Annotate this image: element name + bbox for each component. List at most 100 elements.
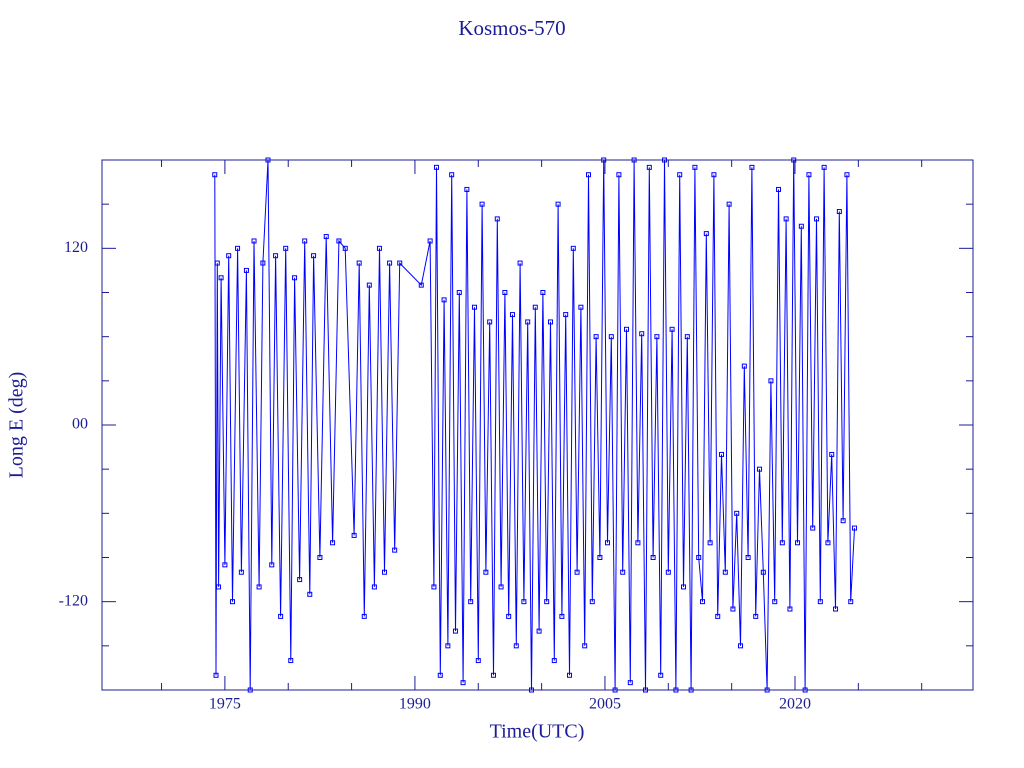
data-point — [681, 584, 687, 590]
y-axis-label: Long E (deg) — [6, 372, 28, 479]
data-point — [323, 234, 329, 240]
data-point — [589, 599, 595, 605]
data-point — [361, 613, 367, 619]
data-point — [563, 312, 569, 318]
data-point — [741, 363, 747, 369]
data-point — [726, 201, 732, 207]
data-point — [317, 555, 323, 560]
data-point — [604, 540, 610, 546]
data-point — [214, 260, 220, 266]
data-point — [487, 319, 493, 325]
data-point — [715, 613, 721, 619]
data-point — [517, 260, 523, 266]
data-point — [498, 584, 504, 590]
data-point — [745, 555, 751, 560]
data-point — [307, 591, 313, 597]
data-point — [490, 672, 496, 678]
data-point — [283, 245, 289, 251]
data-point — [730, 606, 736, 612]
data-point — [471, 304, 477, 310]
data-point — [852, 525, 858, 531]
data-point — [817, 599, 823, 605]
data-point — [292, 275, 298, 281]
data-point — [269, 562, 275, 568]
data-point — [464, 186, 470, 192]
data-point — [509, 312, 515, 318]
data-point — [479, 201, 485, 207]
data-point — [547, 319, 553, 325]
data-point — [779, 540, 785, 546]
data-point — [427, 238, 433, 244]
data-point — [502, 290, 508, 295]
data-point — [566, 672, 572, 678]
data-point — [371, 584, 377, 590]
x-tick-label: 2020 — [779, 696, 811, 713]
data-line — [214, 159, 855, 691]
data-point — [806, 172, 812, 178]
data-point — [582, 643, 588, 649]
data-point — [593, 334, 599, 340]
data-point — [696, 555, 702, 560]
data-point — [456, 290, 462, 295]
data-point — [821, 164, 827, 170]
data-point — [494, 216, 500, 222]
data-point — [658, 672, 664, 678]
data-point — [376, 245, 382, 251]
data-point — [783, 216, 789, 222]
data-point — [278, 613, 284, 619]
data-point — [620, 569, 626, 575]
data-point — [445, 643, 451, 649]
data-point — [669, 326, 675, 332]
data-point — [218, 275, 224, 281]
data-point — [330, 540, 336, 546]
data-point — [665, 569, 671, 575]
data-point — [540, 290, 546, 295]
data-point — [387, 260, 393, 266]
data-point — [677, 172, 683, 178]
y-tick-label: 00 — [72, 416, 88, 433]
data-point — [734, 510, 740, 516]
data-point — [382, 569, 388, 575]
data-point — [707, 540, 713, 546]
data-point — [251, 238, 257, 244]
data-point — [627, 680, 633, 686]
data-point — [768, 378, 774, 384]
data-point — [814, 216, 820, 222]
data-point — [798, 223, 804, 229]
data-point — [711, 172, 717, 178]
data-point — [795, 540, 801, 546]
data-point — [836, 209, 842, 215]
data-point — [433, 164, 439, 170]
data-point — [460, 680, 466, 686]
data-point — [213, 672, 219, 678]
data-point — [703, 231, 709, 237]
data-point — [513, 643, 519, 649]
data-point — [749, 164, 755, 170]
data-point — [616, 172, 622, 178]
chart-title: Kosmos-570 — [458, 16, 565, 40]
data-point — [222, 562, 228, 568]
y-tick-label: 120 — [64, 239, 88, 256]
data-point — [833, 606, 839, 612]
data-point — [229, 599, 235, 605]
data-point — [297, 577, 303, 583]
data-point — [356, 260, 362, 266]
data-point — [757, 466, 763, 472]
data-point — [483, 569, 489, 575]
data-point — [787, 606, 793, 612]
data-point — [684, 334, 690, 340]
data-point — [452, 628, 458, 634]
data-point — [719, 451, 725, 457]
x-tick-label: 2005 — [589, 696, 621, 713]
data-point — [574, 569, 580, 575]
data-point — [336, 238, 342, 244]
data-point — [536, 628, 542, 634]
data-point — [650, 555, 656, 560]
data-point — [468, 599, 474, 605]
data-point — [226, 253, 232, 259]
data-point — [392, 547, 398, 553]
data-point — [260, 260, 266, 266]
x-axis-label: Time(UTC) — [490, 721, 585, 743]
